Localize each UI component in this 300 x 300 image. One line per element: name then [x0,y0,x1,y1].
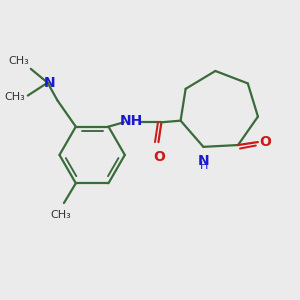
Text: O: O [154,150,165,164]
Text: H: H [200,161,208,171]
Text: NH: NH [120,114,143,128]
Text: CH₃: CH₃ [8,56,29,66]
Text: CH₃: CH₃ [4,92,25,102]
Text: O: O [259,135,271,149]
Text: N: N [44,76,56,90]
Text: N: N [198,154,209,168]
Text: CH₃: CH₃ [51,210,71,220]
